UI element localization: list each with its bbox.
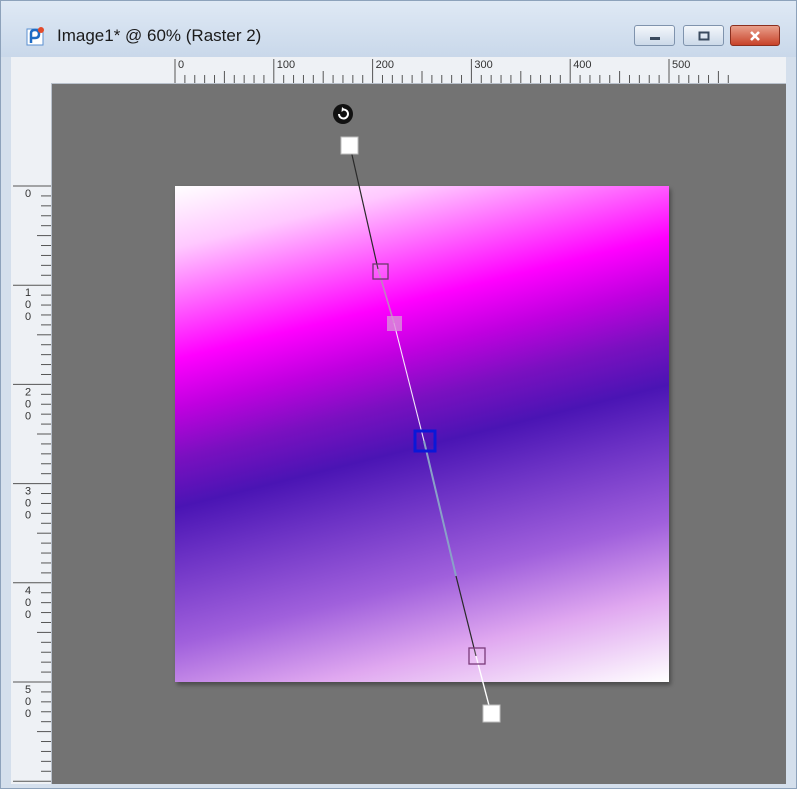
- close-button[interactable]: [730, 25, 780, 46]
- ruler-label-x: 0: [178, 59, 184, 71]
- ruler-label-y: 3: [25, 486, 31, 498]
- ruler-label-y: 4: [25, 585, 31, 597]
- ruler-label-x: 300: [474, 59, 492, 71]
- gradient-stop-handle-1[interactable]: [372, 263, 389, 280]
- gradient-stop-handle-3[interactable]: [468, 647, 486, 665]
- ruler-label-y: 0: [25, 410, 31, 422]
- ruler-label-y: 0: [25, 696, 31, 708]
- ruler-label-y: 0: [25, 188, 31, 200]
- window-title: Image1* @ 60% (Raster 2): [57, 26, 262, 45]
- restore-button[interactable]: [683, 25, 724, 46]
- ruler-label-y: 0: [25, 398, 31, 410]
- gradient-end-handle[interactable]: [482, 704, 501, 723]
- gradient-image[interactable]: [175, 186, 669, 682]
- maximize-icon: [698, 31, 709, 40]
- ruler-label-x: 500: [672, 59, 690, 71]
- gradient-center-handle[interactable]: [413, 429, 437, 453]
- minimize-button[interactable]: [634, 25, 675, 46]
- ruler-label-y: 0: [25, 510, 31, 522]
- horizontal-ruler[interactable]: 0 100 200 300 400 500: [51, 57, 786, 84]
- title-bar[interactable]: Image1* @ 60% (Raster 2): [1, 1, 796, 57]
- ruler-label-y: 2: [25, 386, 31, 398]
- ruler-label-y: 0: [25, 708, 31, 720]
- ruler-label-y: 0: [25, 299, 31, 311]
- ruler-corner: [11, 57, 51, 83]
- app-icon: [26, 27, 44, 46]
- ruler-label-y: 0: [25, 311, 31, 323]
- ruler-label-y: 0: [25, 597, 31, 609]
- ruler-label-x: 200: [376, 59, 394, 71]
- close-icon: [750, 30, 760, 41]
- ruler-label-y: 5: [25, 684, 31, 696]
- rotate-handle[interactable]: [333, 104, 353, 124]
- gradient-stop-handle-2[interactable]: [387, 316, 402, 331]
- minimize-icon: [649, 36, 660, 40]
- gradient-start-handle[interactable]: [340, 136, 359, 155]
- ruler-label-y: 1: [25, 287, 31, 299]
- ruler-label-y: 0: [25, 498, 31, 510]
- ruler-label-x: 100: [277, 59, 295, 71]
- ruler-label-x: 400: [573, 59, 591, 71]
- ruler-label-y: 0: [25, 609, 31, 621]
- horizontal-ruler-ticks: 0 100 200 300 400 500: [174, 59, 729, 83]
